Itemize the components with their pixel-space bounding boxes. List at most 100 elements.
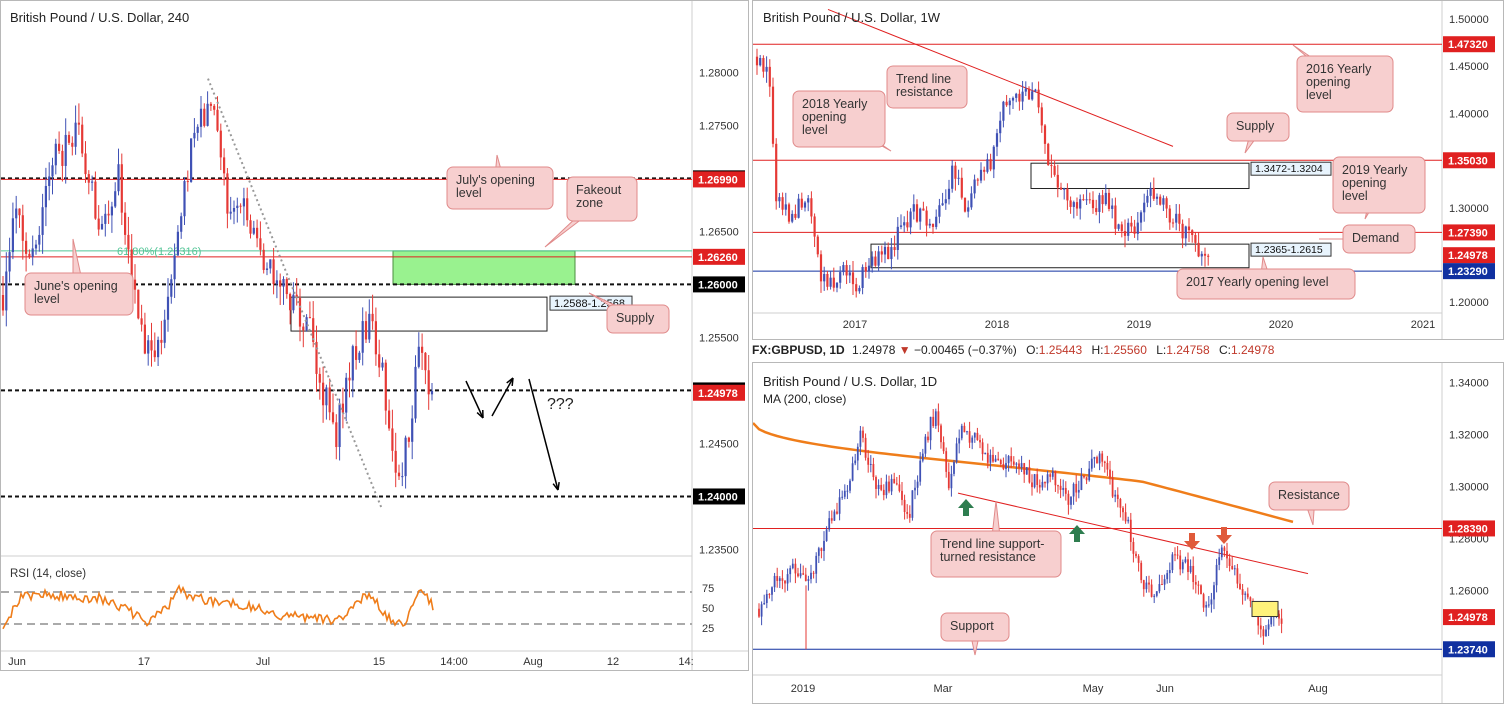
h4-candle — [100, 223, 104, 230]
daily-candle — [932, 416, 935, 426]
last-price: 1.24978 — [852, 343, 896, 357]
daily-candle — [1215, 564, 1218, 586]
weekly-candle — [1175, 213, 1178, 223]
yearly-2017-callout-text: 2017 Yearly opening level — [1186, 275, 1328, 289]
fakeout-zone-callout-text: zone — [576, 196, 603, 210]
h4-candle — [84, 153, 87, 175]
h4-candle — [8, 252, 11, 272]
daily-candle — [869, 463, 872, 465]
weekly-candle — [807, 198, 810, 203]
weekly-candle — [1143, 202, 1146, 213]
daily-support-callout-fill — [942, 614, 1008, 640]
daily-candle — [984, 452, 987, 455]
weekly-chart[interactable]: 1.3472-1.3204 1.2365-1.2615 Trend lineresi… — [753, 1, 1504, 340]
h4-candle — [166, 296, 170, 320]
daily-candle — [1259, 625, 1262, 630]
weekly-candle — [880, 251, 883, 255]
h4-candle — [252, 227, 255, 234]
h4-candle — [180, 216, 183, 232]
daily-candle — [1124, 512, 1127, 522]
h4-candle — [219, 130, 222, 158]
yearly-2019-callout-text: level — [1342, 189, 1368, 203]
weekly-candle — [1082, 199, 1085, 201]
h4-chart[interactable]: 61.80%(1.26316)1.2588-1.2568???July's op… — [1, 1, 749, 671]
daily-candle — [872, 463, 875, 478]
daily-candle — [836, 511, 838, 514]
weekly-candle — [1159, 196, 1162, 205]
daily-candle — [1220, 547, 1223, 558]
h4-candle — [348, 377, 351, 381]
weekly-candle — [1207, 255, 1210, 257]
weekly-candle — [1053, 165, 1056, 175]
weekly-candle — [938, 205, 941, 217]
junes-opening-callout-text: June's opening — [34, 279, 118, 293]
daily-price-tag: 1.23740 — [1448, 644, 1488, 656]
weekly-candle — [1040, 107, 1043, 126]
daily-candle — [968, 431, 971, 443]
daily-candle — [849, 480, 851, 491]
weekly-price-tag-bg — [1443, 224, 1495, 241]
weekly-candle — [954, 165, 957, 179]
daily-candle — [1057, 485, 1059, 487]
weekly-candle — [819, 254, 823, 282]
daily-candle — [784, 580, 786, 584]
green-up-arrow-icon — [1069, 525, 1085, 542]
daily-candle — [903, 499, 906, 513]
weekly-candle — [1085, 199, 1088, 201]
weekly-candle — [784, 204, 787, 210]
daily-candle — [1249, 597, 1252, 602]
h4-candle — [153, 350, 156, 358]
h4-candle — [120, 164, 123, 213]
h4-candle — [91, 181, 94, 183]
daily-price-tag-bg — [1443, 520, 1495, 537]
weekly-price-tag-bg — [1443, 36, 1495, 53]
h4-candle — [388, 410, 391, 429]
weekly-candle — [1101, 195, 1104, 205]
weekly-candle — [1072, 202, 1075, 207]
daily-candle — [940, 425, 942, 443]
h4-candle — [81, 124, 84, 154]
yearly-2016-callout-fill — [1298, 57, 1392, 111]
daily-candle — [1044, 481, 1046, 484]
daily-candle — [1028, 467, 1031, 483]
h4-candle — [5, 271, 8, 311]
daily-candle — [862, 430, 864, 438]
daily-candle — [1088, 468, 1091, 481]
weekly-price-tick: 1.40000 — [1449, 108, 1489, 120]
weekly-candle — [944, 199, 947, 204]
daily-time-tick: Aug — [1308, 683, 1328, 695]
weekly-candle — [883, 246, 887, 255]
daily-candle — [843, 490, 846, 497]
h4-candle — [199, 108, 203, 127]
daily-chart-panel: Resistance Trend line support-turned resi… — [752, 362, 1504, 704]
weekly-candle — [1018, 93, 1021, 102]
daily-candle — [877, 484, 880, 489]
daily-candle — [846, 490, 849, 492]
h4-candle — [378, 354, 381, 368]
daily-candle — [1012, 461, 1015, 465]
h4-candle — [74, 122, 77, 147]
weekly-candle — [1120, 224, 1123, 232]
weekly-candle — [915, 204, 919, 222]
h4-candle — [216, 109, 219, 131]
h4-candle — [110, 206, 113, 216]
fakeout-zone-callout-text: Fakeout — [576, 183, 622, 197]
daily-candle — [830, 518, 833, 521]
h4-candle — [21, 215, 24, 241]
weekly-price-tick: 1.30000 — [1449, 203, 1489, 215]
daily-candle — [992, 454, 994, 462]
weekly-candle — [941, 203, 944, 206]
weekly-candle — [1005, 101, 1008, 106]
daily-candle — [1129, 519, 1132, 542]
h4-candle — [114, 191, 117, 207]
daily-candle — [1176, 554, 1179, 556]
daily-candle — [1036, 474, 1039, 485]
h4-time-tick: 14: — [678, 656, 693, 668]
daily-chart[interactable]: Resistance Trend line support-turned resi… — [753, 363, 1504, 704]
daily-candle — [1231, 565, 1234, 570]
daily-candle — [1161, 584, 1163, 586]
weekly-candle — [832, 277, 835, 288]
weekly-chart-panel: 1.3472-1.3204 1.2365-1.2615 Trend line resi… — [752, 0, 1504, 340]
h4-candle — [285, 278, 288, 295]
weekly-candle — [887, 246, 890, 260]
